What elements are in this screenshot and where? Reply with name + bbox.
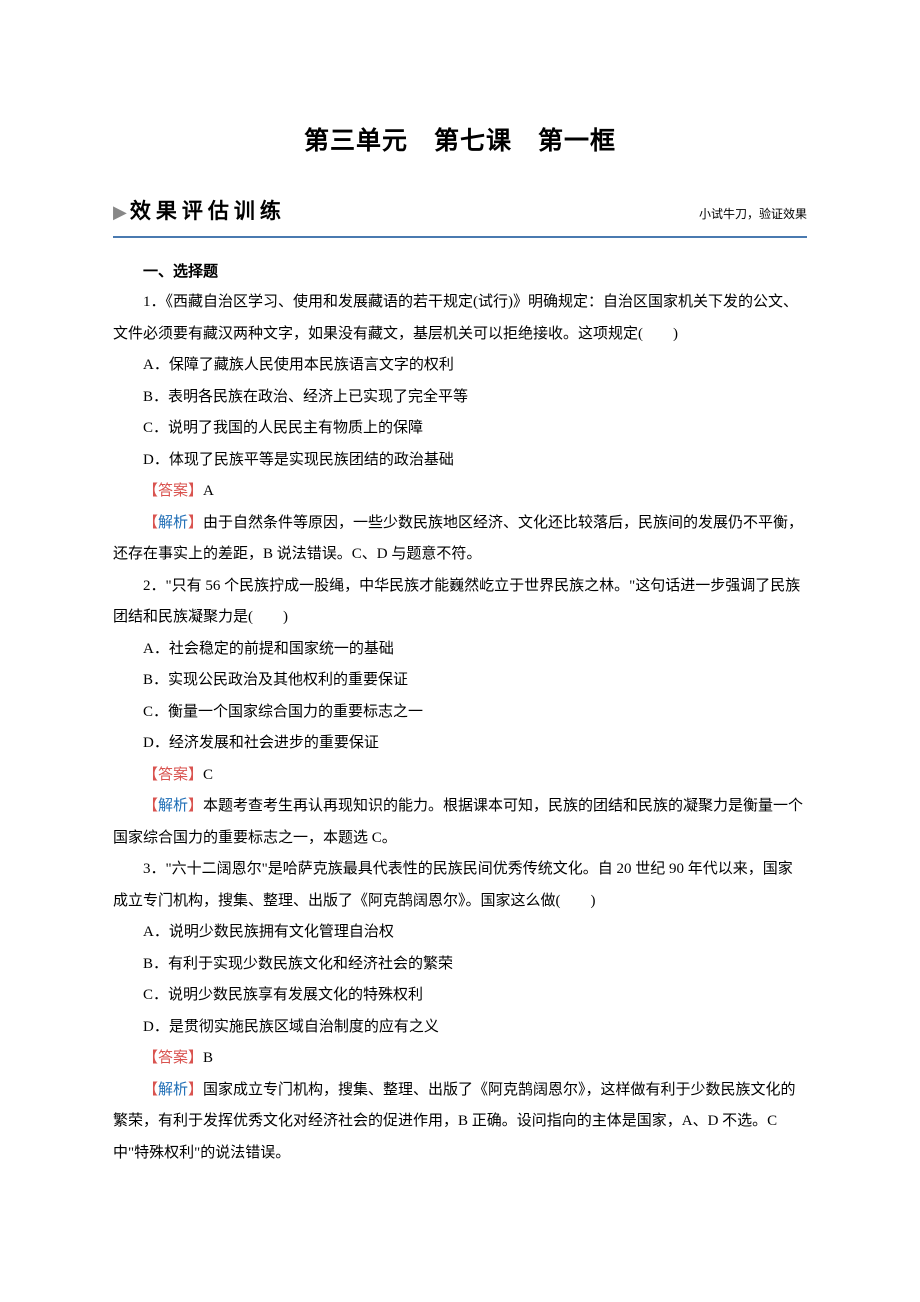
analysis-bracket-close: 】: [188, 515, 203, 531]
option-a: A．社会稳定的前提和国家统一的基础: [113, 634, 807, 666]
option-a: A．说明少数民族拥有文化管理自治权: [113, 917, 807, 949]
divider-line: [113, 236, 807, 238]
eval-header: ▶ 效果评估训练 小试牛刀，验证效果: [113, 190, 807, 234]
option-b: B．实现公民政治及其他权利的重要保证: [113, 665, 807, 697]
analysis-text: 由于自然条件等原因，一些少数民族地区经济、文化还比较落后，民族间的发展仍不平衡，…: [113, 515, 803, 563]
option-c: C．衡量一个国家综合国力的重要标志之一: [113, 697, 807, 729]
section-header: 一、选择题: [113, 256, 807, 288]
answer-label: 【答案】: [143, 767, 203, 783]
option-b: B．表明各民族在政治、经济上已实现了完全平等: [113, 382, 807, 414]
question-stem: 2．"只有 56 个民族拧成一股绳，中华民族才能巍然屹立于世界民族之林。"这句话…: [113, 571, 807, 634]
analysis-line: 【解析】由于自然条件等原因，一些少数民族地区经济、文化还比较落后，民族间的发展仍…: [113, 508, 807, 571]
eval-subtitle: 小试牛刀，验证效果: [699, 202, 807, 227]
analysis-text: 本题考查考生再认再现知识的能力。根据课本可知，民族的团结和民族的凝聚力是衡量一个…: [113, 798, 803, 846]
analysis-line: 【解析】本题考查考生再认再现知识的能力。根据课本可知，民族的团结和民族的凝聚力是…: [113, 791, 807, 854]
option-a: A．保障了藏族人民使用本民族语言文字的权利: [113, 350, 807, 382]
answer-label: 【答案】: [143, 483, 203, 499]
analysis-label: 解析: [158, 515, 188, 531]
analysis-bracket-open: 【: [143, 515, 158, 531]
eval-title: 效果评估训练: [130, 190, 286, 234]
answer-line: 【答案】B: [113, 1043, 807, 1075]
analysis-label: 解析: [158, 1082, 188, 1098]
option-d: D．是贯彻实施民族区域自治制度的应有之义: [113, 1012, 807, 1044]
answer-line: 【答案】C: [113, 760, 807, 792]
option-c: C．说明了我国的人民民主有物质上的保障: [113, 413, 807, 445]
arrow-icon: ▶: [113, 194, 127, 232]
analysis-line: 【解析】国家成立专门机构，搜集、整理、出版了《阿克鹄阔恩尔》，这样做有利于少数民…: [113, 1075, 807, 1170]
answer-line: 【答案】A: [113, 476, 807, 508]
option-d: D．体现了民族平等是实现民族团结的政治基础: [113, 445, 807, 477]
answer-label: 【答案】: [143, 1050, 203, 1066]
analysis-bracket-open: 【: [143, 798, 158, 814]
option-c: C．说明少数民族享有发展文化的特殊权利: [113, 980, 807, 1012]
answer-value: B: [203, 1050, 213, 1066]
answer-value: A: [203, 483, 214, 499]
analysis-label: 解析: [158, 798, 188, 814]
analysis-bracket-close: 】: [188, 798, 203, 814]
question-stem: 1．《西藏自治区学习、使用和发展藏语的若干规定(试行)》明确规定：自治区国家机关…: [113, 287, 807, 350]
analysis-bracket-open: 【: [143, 1082, 158, 1098]
option-b: B．有利于实现少数民族文化和经济社会的繁荣: [113, 949, 807, 981]
answer-value: C: [203, 767, 213, 783]
question-stem: 3．"六十二阔恩尔"是哈萨克族最具代表性的民族民间优秀传统文化。自 20 世纪 …: [113, 854, 807, 917]
option-d: D．经济发展和社会进步的重要保证: [113, 728, 807, 760]
analysis-text: 国家成立专门机构，搜集、整理、出版了《阿克鹄阔恩尔》，这样做有利于少数民族文化的…: [113, 1082, 796, 1161]
analysis-bracket-close: 】: [188, 1082, 203, 1098]
page-title: 第三单元 第七课 第一框: [113, 115, 807, 168]
